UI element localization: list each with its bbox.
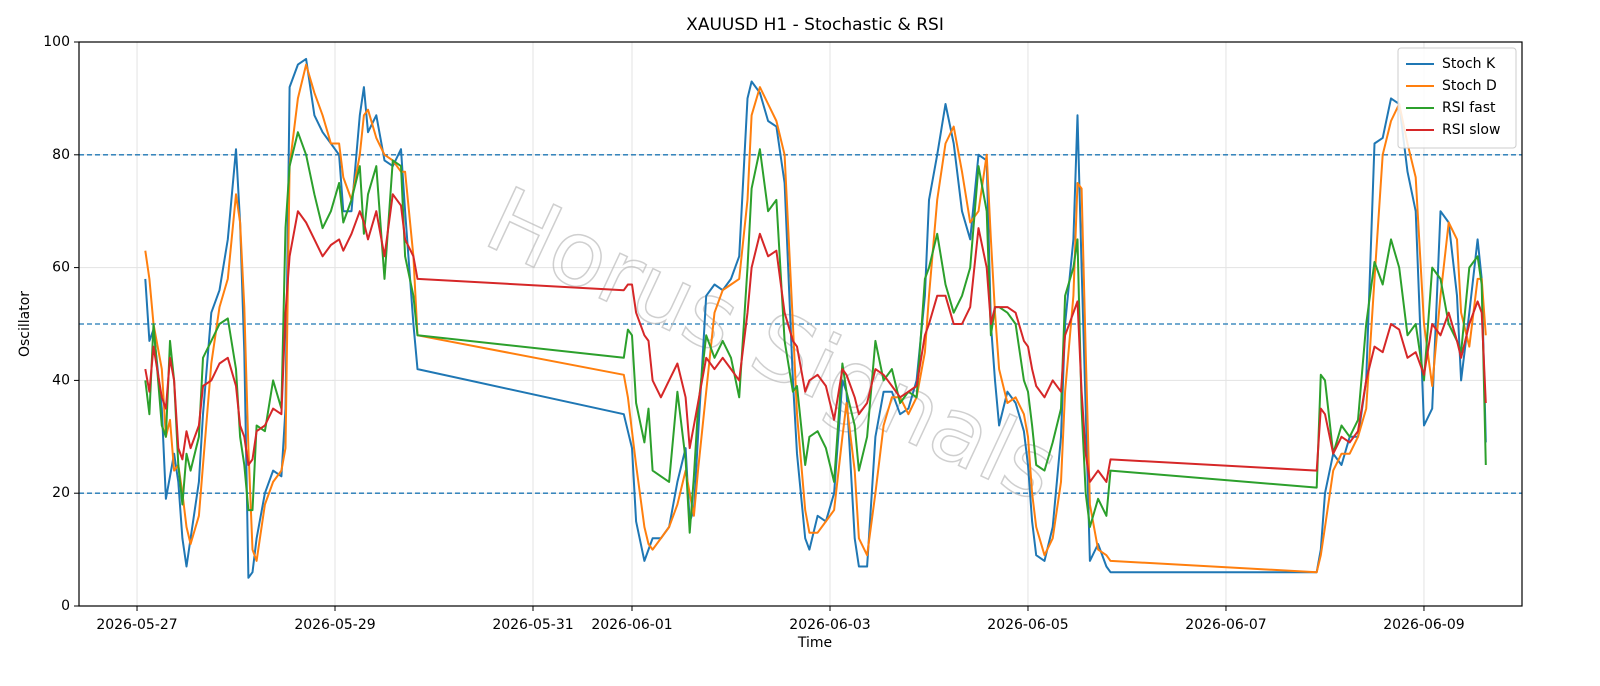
legend: Stoch K Stoch D RSI fast RSI slow [1397,47,1517,149]
series-line [144,63,1487,574]
x-tick-label: 2026-06-01 [591,617,672,633]
x-tick-label: 2026-06-03 [789,617,870,633]
x-axis-label: Time [797,635,832,651]
x-tick-label: 2026-06-07 [1185,617,1266,633]
series-line [144,131,1487,534]
legend-label: Stoch D [1442,78,1497,94]
y-tick-label: 100 [43,34,70,50]
watermark: Horus Signals [471,167,1073,522]
x-tick-label: 2026-06-05 [987,617,1068,633]
x-tick-label: 2026-05-27 [96,617,177,633]
x-tick-label: 2026-05-31 [492,617,573,633]
y-tick-label: 40 [52,372,70,388]
series-line [144,57,1487,579]
x-tick-label: 2026-05-29 [294,617,375,633]
legend-label: Stoch K [1442,56,1496,72]
y-tick-label: 20 [52,485,70,501]
plot-frame [78,41,1523,607]
y-tick-label: 0 [61,598,70,614]
x-tick-label: 2026-06-09 [1383,617,1464,633]
y-tick-label: 60 [52,260,70,276]
legend-box [1397,47,1517,149]
series-line [144,193,1487,483]
chart-title: XAUUSD H1 - Stochastic & RSI [686,15,944,35]
legend-label: RSI slow [1442,122,1500,138]
legend-label: RSI fast [1442,100,1496,116]
y-tick-label: 80 [52,147,70,163]
y-axis-label: Oscillator [17,291,33,357]
